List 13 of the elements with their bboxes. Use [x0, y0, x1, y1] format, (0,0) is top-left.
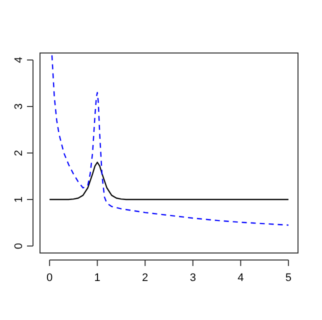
y-tick-label: 4 [13, 56, 25, 64]
x-tick-label: 4 [238, 272, 244, 284]
y-tick-label: 1 [13, 196, 25, 203]
y-tick-label: 2 [13, 150, 25, 156]
y-tick-label: 0 [13, 242, 25, 250]
line-series [48, 162, 290, 200]
x-tick-label: 1 [94, 272, 100, 284]
x-tick-label: 5 [285, 272, 292, 284]
y-tick-label: 3 [13, 103, 25, 110]
x-tick-label: 0 [46, 272, 53, 284]
x-tick-label: 3 [190, 272, 196, 284]
x-tick-label: 2 [142, 272, 148, 284]
line-series [51, 54, 290, 226]
